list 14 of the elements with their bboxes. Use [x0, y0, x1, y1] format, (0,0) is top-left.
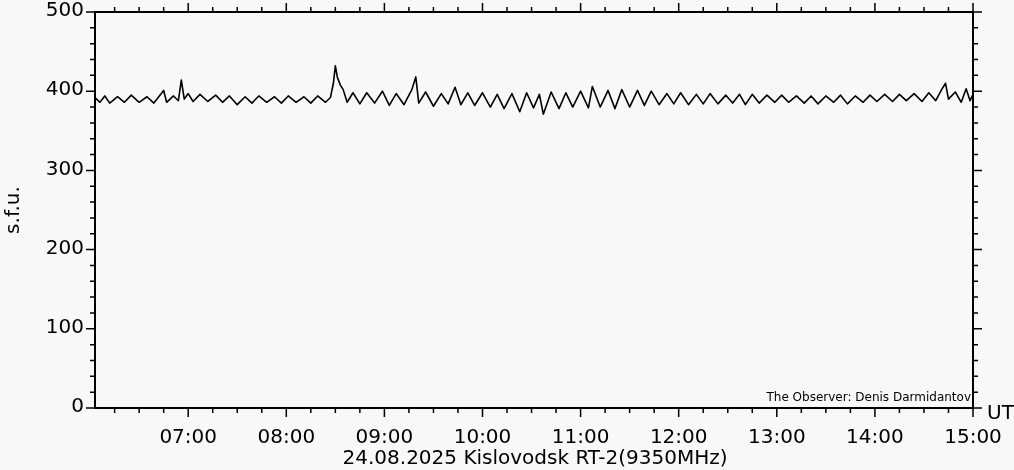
y-tick-label: 500 [45, 0, 84, 22]
y-tick-label: 200 [45, 234, 84, 259]
x-tick-label: 14:00 [846, 424, 904, 449]
y-tick-label: 0 [71, 393, 84, 418]
x-tick-label: 13:00 [747, 424, 806, 449]
x-tick-label: 07:00 [159, 424, 218, 449]
x-tick-label: 08:00 [257, 424, 316, 449]
x-tick-label: 15:00 [944, 424, 1002, 449]
y-tick-label: 400 [45, 76, 84, 101]
x-axis-title: UT [987, 400, 1014, 425]
y-tick-label: 100 [45, 314, 84, 338]
annotation: The Observer: Denis Darmidantov [765, 390, 971, 405]
y-tick-label: 300 [45, 155, 84, 180]
y-axis-title: s.f.u. [0, 186, 25, 234]
